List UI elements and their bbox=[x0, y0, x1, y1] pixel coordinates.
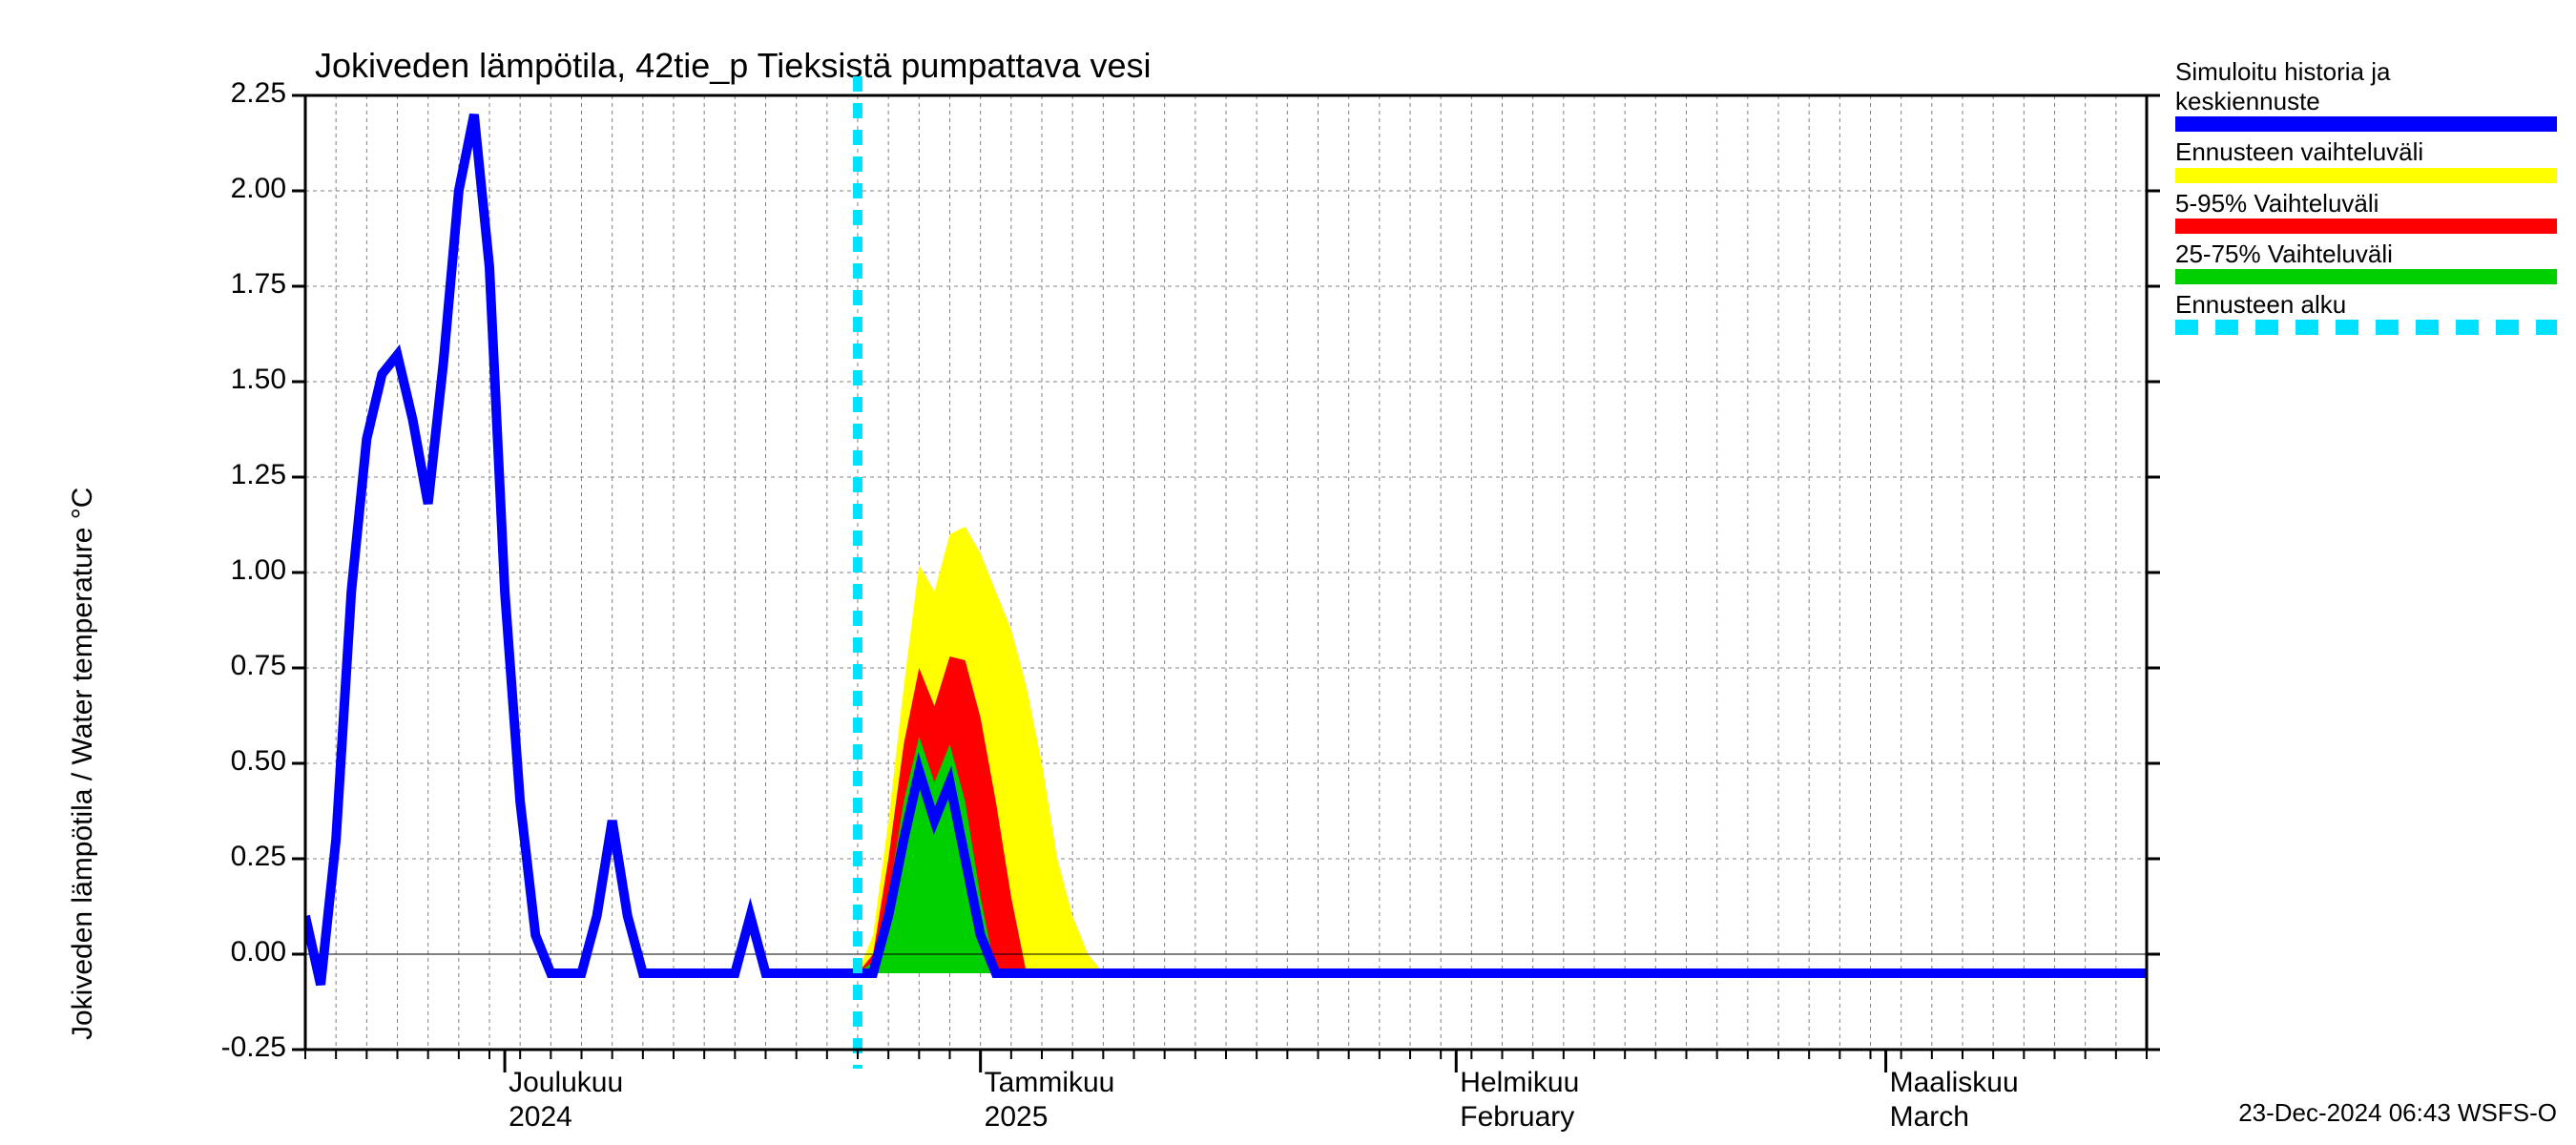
legend-label: 5-95% Vaihteluväli bbox=[2175, 189, 2557, 219]
y-tick-label: 1.00 bbox=[181, 554, 286, 587]
legend-label: 25-75% Vaihteluväli bbox=[2175, 239, 2557, 269]
x-tick-label-top: Joulukuu bbox=[509, 1067, 623, 1099]
y-tick-label: 0.75 bbox=[181, 650, 286, 682]
y-tick-label: 0.50 bbox=[181, 745, 286, 778]
x-tick-label-bottom: March bbox=[1890, 1101, 1969, 1134]
legend-entry: 5-95% Vaihteluväli bbox=[2175, 189, 2557, 234]
legend-swatch bbox=[2175, 116, 2557, 132]
y-tick-label: 0.00 bbox=[181, 936, 286, 968]
legend-entry: Ennusteen vaihteluväli bbox=[2175, 137, 2557, 182]
x-tick-label-bottom: 2025 bbox=[985, 1101, 1049, 1134]
legend-label: keskiennuste bbox=[2175, 87, 2557, 116]
y-tick-label: 2.25 bbox=[181, 77, 286, 110]
y-tick-label: 1.75 bbox=[181, 268, 286, 301]
y-tick-label: 2.00 bbox=[181, 173, 286, 205]
y-tick-label: 1.50 bbox=[181, 364, 286, 396]
legend-entry: Ennusteen alku bbox=[2175, 290, 2557, 335]
chart-footer: 23-Dec-2024 06:43 WSFS-O bbox=[2238, 1098, 2557, 1128]
legend-label: Ennusteen vaihteluväli bbox=[2175, 137, 2557, 167]
x-tick-label-bottom: February bbox=[1460, 1101, 1574, 1134]
y-tick-label: 0.25 bbox=[181, 841, 286, 873]
legend-swatch bbox=[2175, 219, 2557, 234]
legend-entry: 25-75% Vaihteluväli bbox=[2175, 239, 2557, 284]
x-tick-label-top: Maaliskuu bbox=[1890, 1067, 2019, 1099]
y-tick-label: -0.25 bbox=[181, 1031, 286, 1064]
legend: Simuloitu historia jakeskiennuste Ennuste… bbox=[2175, 57, 2557, 341]
legend-swatch bbox=[2175, 320, 2557, 335]
legend-label: Ennusteen alku bbox=[2175, 290, 2557, 320]
legend-entry: Simuloitu historia jakeskiennuste bbox=[2175, 57, 2557, 132]
x-tick-label-top: Helmikuu bbox=[1460, 1067, 1579, 1099]
y-tick-label: 1.25 bbox=[181, 459, 286, 491]
legend-label: Simuloitu historia ja bbox=[2175, 57, 2557, 87]
x-tick-label-bottom: 2024 bbox=[509, 1101, 572, 1134]
legend-swatch bbox=[2175, 168, 2557, 183]
chart-canvas: Jokiveden lämpötila, 42tie_p Tieksistä p… bbox=[0, 0, 2576, 1145]
grid bbox=[305, 95, 2147, 1050]
x-tick-label-top: Tammikuu bbox=[985, 1067, 1115, 1099]
legend-swatch bbox=[2175, 269, 2557, 284]
